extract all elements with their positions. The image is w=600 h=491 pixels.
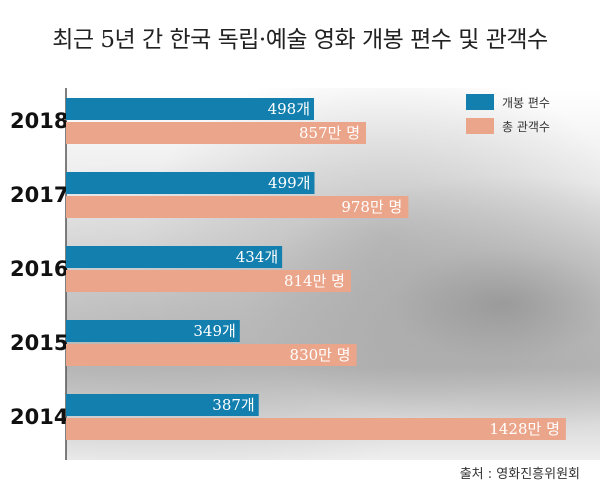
bar-label-audience-2014: 1428만 명	[489, 420, 560, 438]
legend-item-releases: 개봉 편수	[466, 90, 586, 114]
bar-audience-2015	[66, 344, 357, 366]
source-note: 출처 : 영화진흥위원회	[459, 467, 580, 482]
legend-swatch-blue	[466, 94, 494, 110]
year-label-2017: 2017	[10, 183, 68, 207]
bar-label-releases-2016: 434개	[236, 248, 278, 266]
bar-audience-2017	[66, 196, 409, 218]
bar-releases-2016	[66, 246, 283, 268]
year-label-2016: 2016	[10, 257, 68, 281]
bar-audience-2014	[66, 418, 566, 440]
legend-swatch-salmon	[466, 118, 494, 134]
bar-label-audience-2018: 857만 명	[299, 124, 360, 142]
bar-releases-2018	[66, 98, 314, 120]
year-label-2014: 2014	[10, 405, 68, 429]
year-label-2018: 2018	[10, 109, 68, 133]
legend-label-audience: 총 관객수	[502, 119, 550, 134]
bar-label-audience-2017: 978만 명	[341, 198, 402, 216]
bar-label-releases-2018: 498개	[268, 100, 310, 118]
bar-releases-2017	[66, 172, 315, 194]
bar-releases-2014	[66, 394, 259, 416]
bar-label-releases-2015: 349개	[193, 322, 235, 340]
chart-title: 최근 5년 간 한국 독립·예술 영화 개봉 편수 및 관객수	[52, 27, 548, 53]
year-label-2015: 2015	[10, 331, 68, 355]
legend-item-audience: 총 관객수	[466, 114, 586, 138]
bar-label-audience-2016: 814만 명	[284, 272, 345, 290]
legend-label-releases: 개봉 편수	[502, 95, 550, 110]
bar-releases-2015	[66, 320, 240, 342]
bar-label-releases-2017: 499개	[268, 174, 310, 192]
bar-audience-2016	[66, 270, 351, 292]
bar-audience-2018	[66, 122, 366, 144]
bar-label-audience-2015: 830만 명	[290, 346, 351, 364]
legend: 개봉 편수 총 관객수	[466, 90, 586, 138]
bar-label-releases-2014: 387개	[212, 396, 254, 414]
